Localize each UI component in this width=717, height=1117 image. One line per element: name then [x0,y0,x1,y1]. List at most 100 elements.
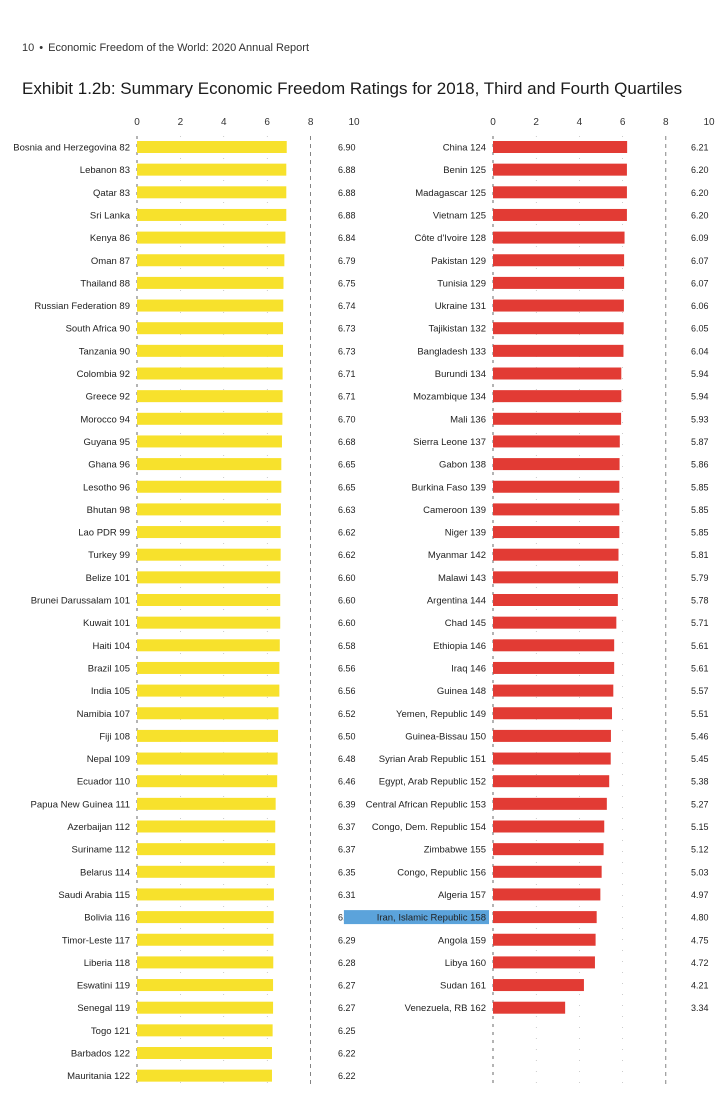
bar [137,231,286,244]
category-label: Congo, Republic 156 [397,867,486,878]
bar [493,412,622,425]
category-label: Niger 139 [445,528,486,539]
value-label: 6.74 [338,301,356,311]
category-label: Yemen, Republic 149 [396,709,486,720]
category-label: Azerbaijan 112 [67,822,130,833]
bar [137,661,280,674]
value-label: 6.58 [338,641,356,651]
bar [137,797,276,810]
value-label: 5.86 [691,460,709,470]
bar [137,1047,272,1059]
x-tick-label: 6 [264,117,270,128]
value-label: 6.70 [338,414,356,424]
category-label: Russian Federation 89 [34,301,130,312]
bar [137,843,276,856]
bar [493,526,620,539]
bar [137,458,282,471]
bar [137,412,283,425]
category-label: Mozambique 134 [413,392,486,403]
value-label: 6.90 [338,143,356,153]
category-label: Thailand 88 [80,278,130,289]
value-label: 6.04 [691,346,709,356]
bar [137,548,281,561]
value-label: 6.20 [691,165,709,175]
report-name: Economic Freedom of the World: 2020 Annu… [48,42,309,54]
value-label: 6.63 [338,505,356,515]
category-label: Nepal 109 [87,754,130,765]
bar [493,231,625,244]
category-label: Egypt, Arab Republic 152 [379,777,486,788]
category-label: Myanmar 142 [428,550,486,561]
category-label: Benin 125 [443,165,486,176]
value-label: 5.94 [691,369,709,379]
value-label: 3.34 [691,1003,709,1013]
value-label: 4.75 [691,935,709,945]
value-label: 6.71 [338,369,356,379]
category-label: South Africa 90 [66,324,130,335]
category-label: Chad 145 [445,618,486,629]
category-label: Iraq 146 [451,663,486,674]
category-label: Haiti 104 [93,641,131,652]
category-label: Togo 121 [91,1026,130,1037]
value-label: 6.60 [338,573,356,583]
bar [493,503,620,516]
value-label: 5.38 [691,777,709,787]
category-label: Sierra Leone 137 [413,437,486,448]
category-label: Bangladesh 133 [417,346,486,357]
value-label: 6.25 [338,1026,356,1036]
bar [137,639,280,652]
value-label: 5.03 [691,867,709,877]
value-label: 6.27 [338,981,356,991]
value-label: 6.39 [338,799,356,809]
bar [137,276,284,289]
bar [493,571,619,584]
value-label: 5.61 [691,641,709,651]
category-label: Bhutan 98 [87,505,130,516]
value-label: 5.85 [691,505,709,515]
x-tick-label: 10 [703,117,715,128]
bar [493,865,602,878]
value-label: 6.84 [338,233,356,243]
bar [137,322,284,335]
value-label: 5.27 [691,799,709,809]
bar [493,299,624,312]
bar [493,141,628,153]
bar [493,684,614,697]
bar [137,933,274,946]
value-label: 6.31 [338,890,356,900]
category-label: Senegal 119 [77,1003,130,1014]
bar [137,435,282,448]
value-label: 5.85 [691,482,709,492]
category-label: Colombia 92 [77,369,130,380]
bar [493,390,622,403]
bar [137,979,274,992]
value-label: 6.52 [338,709,356,719]
x-tick-label: 0 [490,117,496,128]
category-label: Namibia 107 [77,709,130,720]
category-label: Bolivia 116 [84,913,130,924]
value-label: 6.21 [691,143,709,153]
page-number: 10 [22,42,35,54]
bar [493,911,597,924]
bar [493,163,627,176]
value-label: 6.62 [338,528,356,538]
value-label: 6.37 [338,822,356,832]
bar [137,911,274,924]
value-label: 6.29 [338,935,356,945]
category-label: Central African Republic 153 [366,799,486,810]
category-label: Ethiopia 146 [433,641,486,652]
value-label: 5.78 [691,596,709,606]
category-label: Kenya 86 [90,233,130,244]
bar [493,843,604,856]
value-label: 6.65 [338,460,356,470]
value-label: 6.56 [338,663,356,673]
value-label: 4.21 [691,981,709,991]
x-tick-label: 10 [348,117,360,128]
x-tick-label: 8 [308,117,314,128]
category-label: Burundi 134 [435,369,486,380]
bar [137,141,287,153]
bar [493,186,627,199]
header-separator: • [39,42,44,54]
bar [137,888,274,901]
value-label: 6.71 [338,392,356,402]
